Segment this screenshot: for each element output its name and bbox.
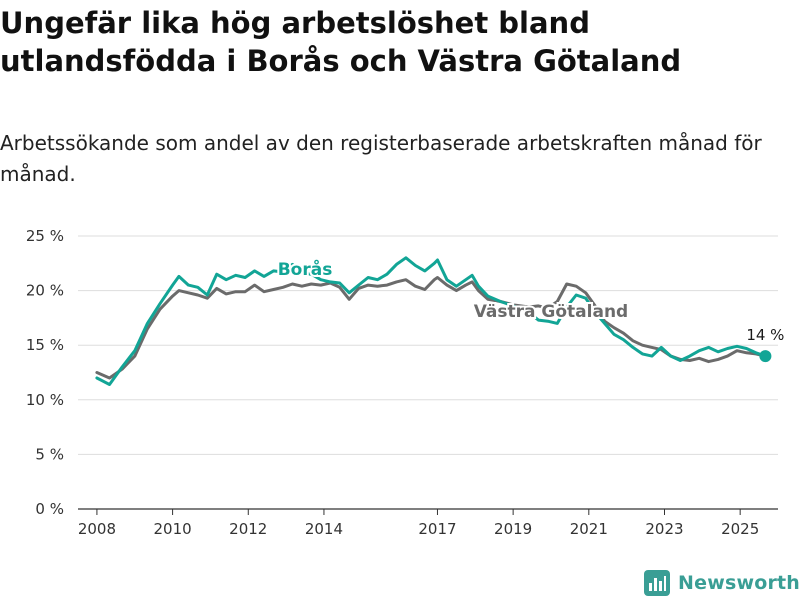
y-tick-label: 5 % [35,445,64,463]
y-tick-labels: 0 % 5 % 10 % 15 % 20 % 25 % [26,227,64,518]
series-line [95,256,767,386]
series-line [95,276,767,380]
series-label: Borås [278,258,333,280]
chart-title: Ungefär lika hög arbetslöshet bland utla… [0,6,682,78]
brand-logo: Newsworthy [644,568,800,598]
x-tick-label: 2017 [418,520,456,538]
x-tick-label: 2008 [78,520,116,538]
brand-name: Newsworthy [678,572,800,594]
chart-subtitle: Arbetssökande som andel av den registerb… [0,131,762,186]
x-tick-label: 2014 [305,520,343,538]
x-tick-label: 2012 [229,520,267,538]
x-tick-label: 2025 [721,520,759,538]
y-tick-label: 25 % [26,227,64,245]
series-label: Västra Götaland [474,302,629,322]
series-lines [95,256,772,386]
series-labels: Borås Västra Götaland 14 % [276,256,786,346]
end-value-label: 14 % [746,326,784,344]
x-tick-label: 2019 [494,520,532,538]
y-tick-label: 0 % [35,500,64,518]
y-tick-label: 15 % [26,336,64,354]
x-tick-label: 2010 [154,520,192,538]
y-tick-label: 10 % [26,391,64,409]
x-tick-label: 2021 [570,520,608,538]
y-tick-label: 20 % [26,282,64,300]
x-tick-label: 2023 [645,520,683,538]
end-point-marker [759,350,772,363]
x-axis: 2008 2010 2012 2014 2017 2019 2021 2023 2025 [78,509,759,538]
newsworthy-icon [644,570,670,596]
grid-lines [78,235,778,510]
